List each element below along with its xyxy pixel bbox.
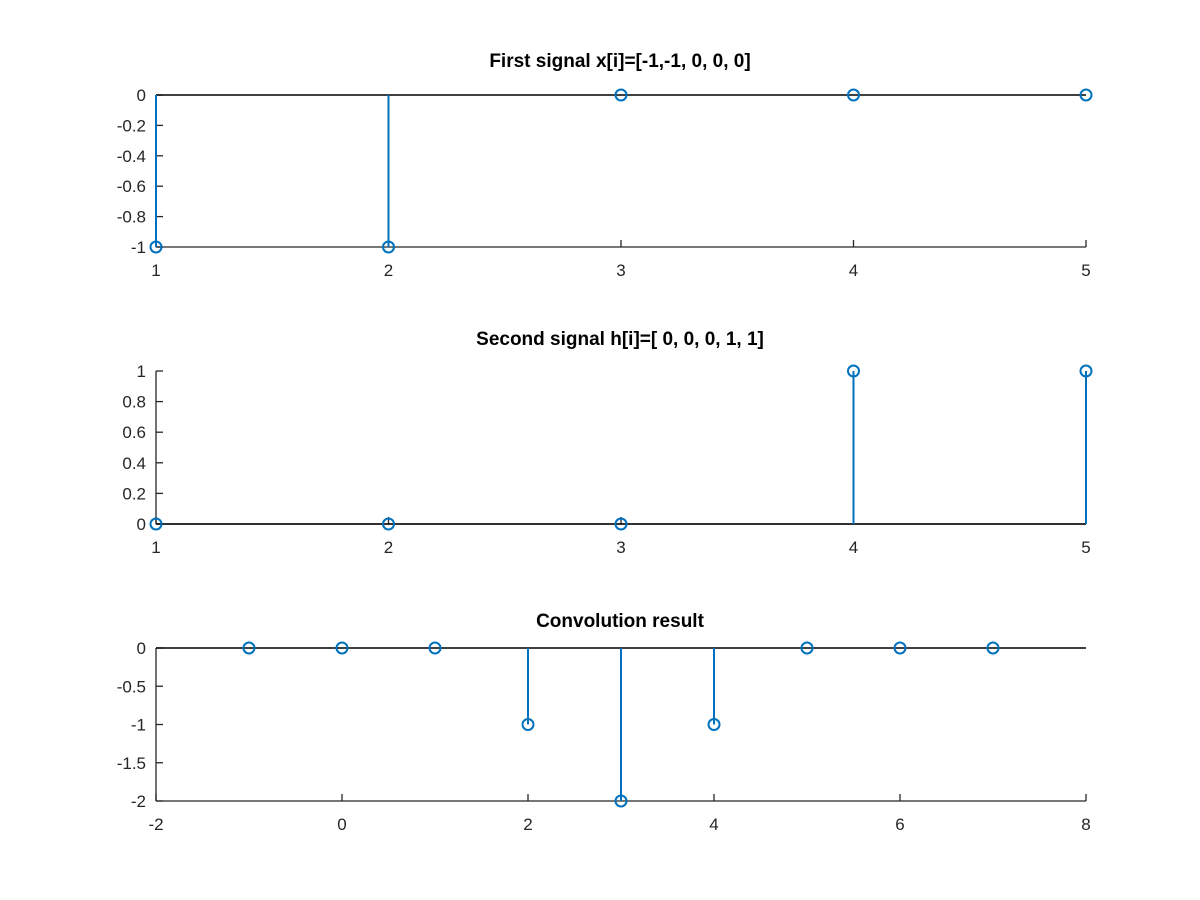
subplot-2-stem-marker bbox=[382, 517, 395, 531]
subplot-2-title: Second signal h[i]=[ 0, 0, 0, 1, 1] bbox=[476, 329, 764, 350]
subplot-3-stem-marker bbox=[614, 794, 628, 808]
subplot-1-x-tick-label: 5 bbox=[1081, 261, 1090, 280]
subplot-2: Second signal h[i]=[ 0, 0, 0, 1, 1] 1 0.8… bbox=[122, 329, 1093, 557]
subplot-3-y-tick-label: 0 bbox=[137, 639, 146, 658]
subplot-1-axes: 0 -0.2 -0.4 -0.6 -0.8 -1 1 2 3 4 5 bbox=[117, 86, 1093, 280]
subplot-2-x-tick-label: 5 bbox=[1081, 538, 1090, 557]
subplot-3: Convolution result 0 -0.5 -1 -1.5 -2-2 0 2 4 6 8 bbox=[117, 611, 1091, 834]
subplot-3-y-tick-label: -1 bbox=[131, 716, 146, 735]
subplot-2-stem-marker bbox=[847, 364, 860, 378]
subplot-2-y-tick-label: 1 bbox=[137, 362, 146, 381]
subplot-1-x-tick-label: 3 bbox=[616, 261, 625, 280]
subplot-3-stem-marker bbox=[335, 641, 349, 655]
subplot-2-y-tick-label: 0.6 bbox=[122, 423, 146, 442]
subplot-1: First signal x[i]=[-1,-1, 0, 0, 0] 0 -0.2… bbox=[117, 51, 1093, 280]
subplot-3-axes: 0 -0.5 -1 -1.5 -2-2 0 2 4 6 8 bbox=[117, 639, 1091, 834]
subplot-1-y-tick-label: -0.2 bbox=[117, 116, 146, 135]
subplot-1-stem-marker bbox=[847, 88, 860, 102]
subplot-3-stem-marker bbox=[707, 718, 721, 731]
subplot-3-x-tick-label: 6 bbox=[895, 815, 904, 834]
subplot-3-x-tick-label: 0 bbox=[337, 815, 346, 834]
subplot-2-y-tick-label: 0.8 bbox=[122, 393, 146, 412]
subplot-3-stem-marker bbox=[800, 641, 814, 655]
subplot-1-stem-marker bbox=[149, 240, 163, 254]
subplot-3-x-tick-label: 2 bbox=[523, 815, 532, 834]
subplot-3-stem-marker bbox=[428, 641, 442, 655]
subplot-1-stem-marker bbox=[614, 88, 628, 102]
subplot-2-stem-marker bbox=[149, 517, 163, 531]
subplot-3-x-tick-label: 8 bbox=[1081, 815, 1090, 834]
subplot-2-stem-marker bbox=[1079, 364, 1093, 378]
subplot-3-y-tick-label: -1.5 bbox=[117, 754, 146, 773]
subplot-1-stem-marker bbox=[382, 240, 395, 254]
subplot-3-stem-marker bbox=[242, 641, 256, 655]
subplot-2-y-tick-label: 0 bbox=[137, 515, 146, 534]
subplot-2-x-tick-label: 2 bbox=[384, 538, 393, 557]
subplot-2-x-tick-label: 1 bbox=[151, 538, 160, 557]
subplot-3-stem-marker bbox=[893, 641, 907, 655]
subplot-1-y-tick-label: -0.8 bbox=[117, 208, 146, 227]
subplot-3-stem-marker bbox=[521, 718, 535, 731]
subplot-2-stem-marker bbox=[614, 517, 628, 531]
subplot-1-y-tick-label: -0.6 bbox=[117, 177, 146, 196]
subplot-1-x-tick-label: 2 bbox=[384, 261, 393, 280]
subplot-1-x-tick-label: 1 bbox=[151, 261, 160, 280]
subplot-3-y-tick-label: -2 bbox=[131, 792, 146, 811]
subplot-2-axes: 10.80.60.40.201 2 3 4 5 bbox=[122, 362, 1093, 557]
subplot-2-x-tick-label: 4 bbox=[849, 538, 858, 557]
subplot-3-x-tick-label: -2 bbox=[148, 815, 163, 834]
subplot-1-y-tick-label: 0 bbox=[137, 86, 146, 105]
subplot-1-y-tick-label: -0.4 bbox=[117, 147, 146, 166]
subplot-3-x-tick-label: 4 bbox=[709, 815, 718, 834]
subplot-2-x-tick-label: 3 bbox=[616, 538, 625, 557]
subplot-3-stem-marker bbox=[986, 641, 1000, 655]
subplot-1-y-tick-label: -1 bbox=[131, 238, 146, 257]
subplot-2-y-tick-label: 0.4 bbox=[122, 454, 146, 473]
subplot-1-title: First signal x[i]=[-1,-1, 0, 0, 0] bbox=[489, 51, 750, 72]
subplot-3-y-tick-label: -0.5 bbox=[117, 677, 146, 696]
subplot-1-x-tick-label: 4 bbox=[849, 261, 858, 280]
subplot-2-y-tick-label: 0.2 bbox=[122, 484, 146, 503]
subplot-3-title: Convolution result bbox=[536, 611, 705, 632]
subplot-1-stem-marker bbox=[1079, 88, 1093, 102]
